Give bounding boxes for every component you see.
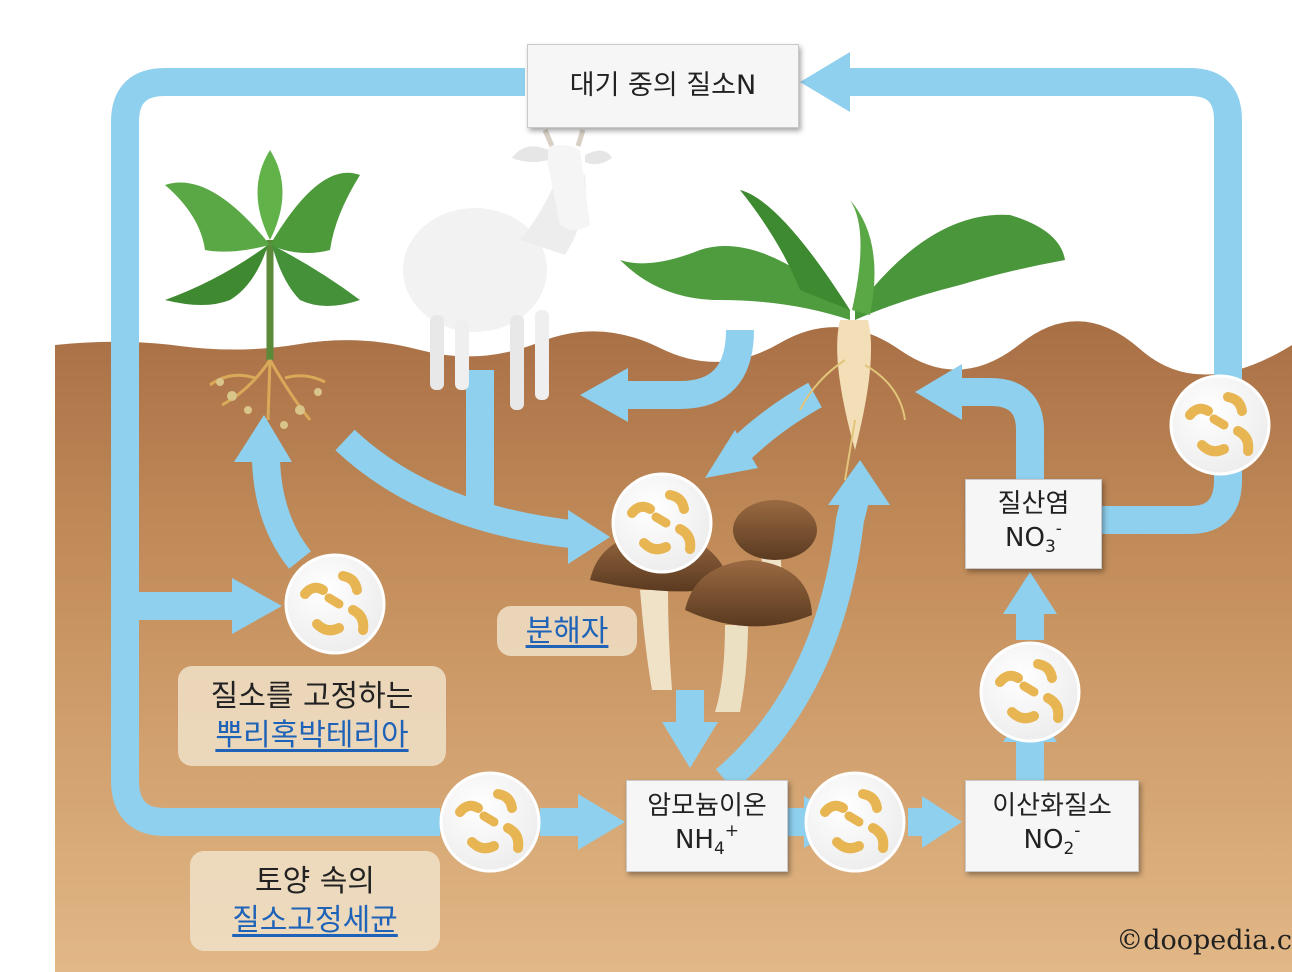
arrowhead-atmosphere — [800, 52, 850, 112]
arrow-waste-to-decomposer — [335, 429, 582, 549]
soil-bacteria-link[interactable]: 질소고정세균 — [232, 903, 398, 938]
arrow-radish-to-goat — [625, 329, 754, 409]
soil-bacteria-tag: 토양 속의 질소고정세균 — [190, 851, 440, 951]
nitrate-box: 질산염 NO3- — [965, 479, 1102, 569]
arrowhead-nitrate — [1003, 572, 1057, 614]
arrowhead-ammonium — [578, 794, 625, 850]
arrow-ammonium-to-radish — [715, 496, 869, 791]
nitrite-formula: NO2- — [1023, 821, 1081, 860]
arrow-atmosphere-to-soil — [111, 68, 525, 836]
soil-bacteria-line1: 토양 속의 — [255, 864, 375, 899]
ammonium-name: 암모늄이온 — [647, 791, 767, 822]
decomposer-tag: 분해자 — [497, 606, 637, 656]
arrowhead-goat — [580, 368, 628, 422]
ammonium-box: 암모늄이온 NH4+ — [626, 780, 788, 872]
ammonium-formula: NH4+ — [674, 821, 740, 860]
microbe-nitrification-2 — [981, 643, 1079, 741]
fixing-plant-illustration — [165, 150, 360, 429]
nitrite-box: 이산화질소 NO2- — [965, 780, 1139, 872]
atmospheric-nitrogen-box: 대기 중의 질소N — [527, 44, 799, 128]
nitrate-name: 질산염 — [997, 489, 1070, 520]
microbe-root — [286, 555, 384, 653]
atmospheric-nitrogen-label: 대기 중의 질소N — [569, 70, 757, 102]
arrowhead-decomposer-down — [662, 722, 718, 768]
copyright-credit: ©doopedia.c — [1116, 925, 1292, 956]
microbe-denitrification — [1171, 376, 1269, 474]
nitrite-name: 이산화질소 — [992, 791, 1112, 822]
root-bacteria-line1: 질소를 고정하는 — [210, 679, 414, 714]
arrowhead-waste — [568, 510, 610, 564]
arrowhead-plant — [234, 415, 292, 462]
arrow-nitrate-to-plant — [960, 378, 1044, 480]
arrowhead-radish-in — [915, 364, 962, 420]
arrow-bacteria-to-plant — [252, 459, 312, 569]
root-bacteria-link[interactable]: 뿌리혹박테리아 — [215, 718, 409, 753]
arrowhead-radish-up — [828, 460, 890, 505]
goat-illustration — [403, 128, 612, 410]
arrowhead-root-bacteria — [232, 578, 282, 634]
microbe-nitrification-1 — [806, 773, 904, 871]
microbe-soil — [441, 773, 539, 871]
radish-illustration — [620, 190, 1065, 481]
arrowhead-nitrite-in — [922, 796, 962, 848]
arrow-nitrate-to-atmosphere — [850, 68, 1242, 534]
arrowhead-decomposer-in — [705, 430, 758, 478]
microbe-decomposer — [613, 474, 711, 572]
nitrate-formula: NO3- — [1005, 519, 1062, 558]
root-bacteria-tag: 질소를 고정하는 뿌리혹박테리아 — [178, 666, 446, 766]
decomposer-link[interactable]: 분해자 — [525, 613, 609, 649]
